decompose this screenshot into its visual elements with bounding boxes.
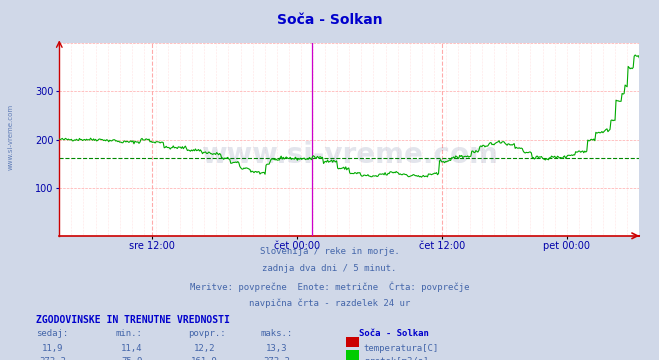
Text: maks.:: maks.:	[260, 329, 293, 338]
Text: zadnja dva dni / 5 minut.: zadnja dva dni / 5 minut.	[262, 264, 397, 273]
Text: navpična črta - razdelek 24 ur: navpična črta - razdelek 24 ur	[249, 298, 410, 308]
Text: www.si-vreme.com: www.si-vreme.com	[201, 141, 498, 169]
Text: min.:: min.:	[115, 329, 142, 338]
Text: www.si-vreme.com: www.si-vreme.com	[8, 104, 14, 170]
Text: temperatura[C]: temperatura[C]	[364, 344, 439, 353]
Text: 13,3: 13,3	[266, 344, 287, 353]
Text: 11,9: 11,9	[42, 344, 63, 353]
Text: Slovenija / reke in morje.: Slovenija / reke in morje.	[260, 247, 399, 256]
Text: pretok[m3/s]: pretok[m3/s]	[364, 357, 428, 360]
Text: 373,3: 373,3	[40, 357, 66, 360]
Text: 12,2: 12,2	[194, 344, 215, 353]
Text: povpr.:: povpr.:	[188, 329, 225, 338]
Text: 373,3: 373,3	[264, 357, 290, 360]
Text: ZGODOVINSKE IN TRENUTNE VREDNOSTI: ZGODOVINSKE IN TRENUTNE VREDNOSTI	[36, 315, 230, 325]
Text: 75,9: 75,9	[121, 357, 142, 360]
Text: Soča - Solkan: Soča - Solkan	[277, 13, 382, 27]
Text: sedaj:: sedaj:	[36, 329, 69, 338]
Text: Meritve: povprečne  Enote: metrične  Črta: povprečje: Meritve: povprečne Enote: metrične Črta:…	[190, 281, 469, 292]
Text: 11,4: 11,4	[121, 344, 142, 353]
Text: 161,9: 161,9	[191, 357, 217, 360]
Text: Soča - Solkan: Soča - Solkan	[359, 329, 429, 338]
